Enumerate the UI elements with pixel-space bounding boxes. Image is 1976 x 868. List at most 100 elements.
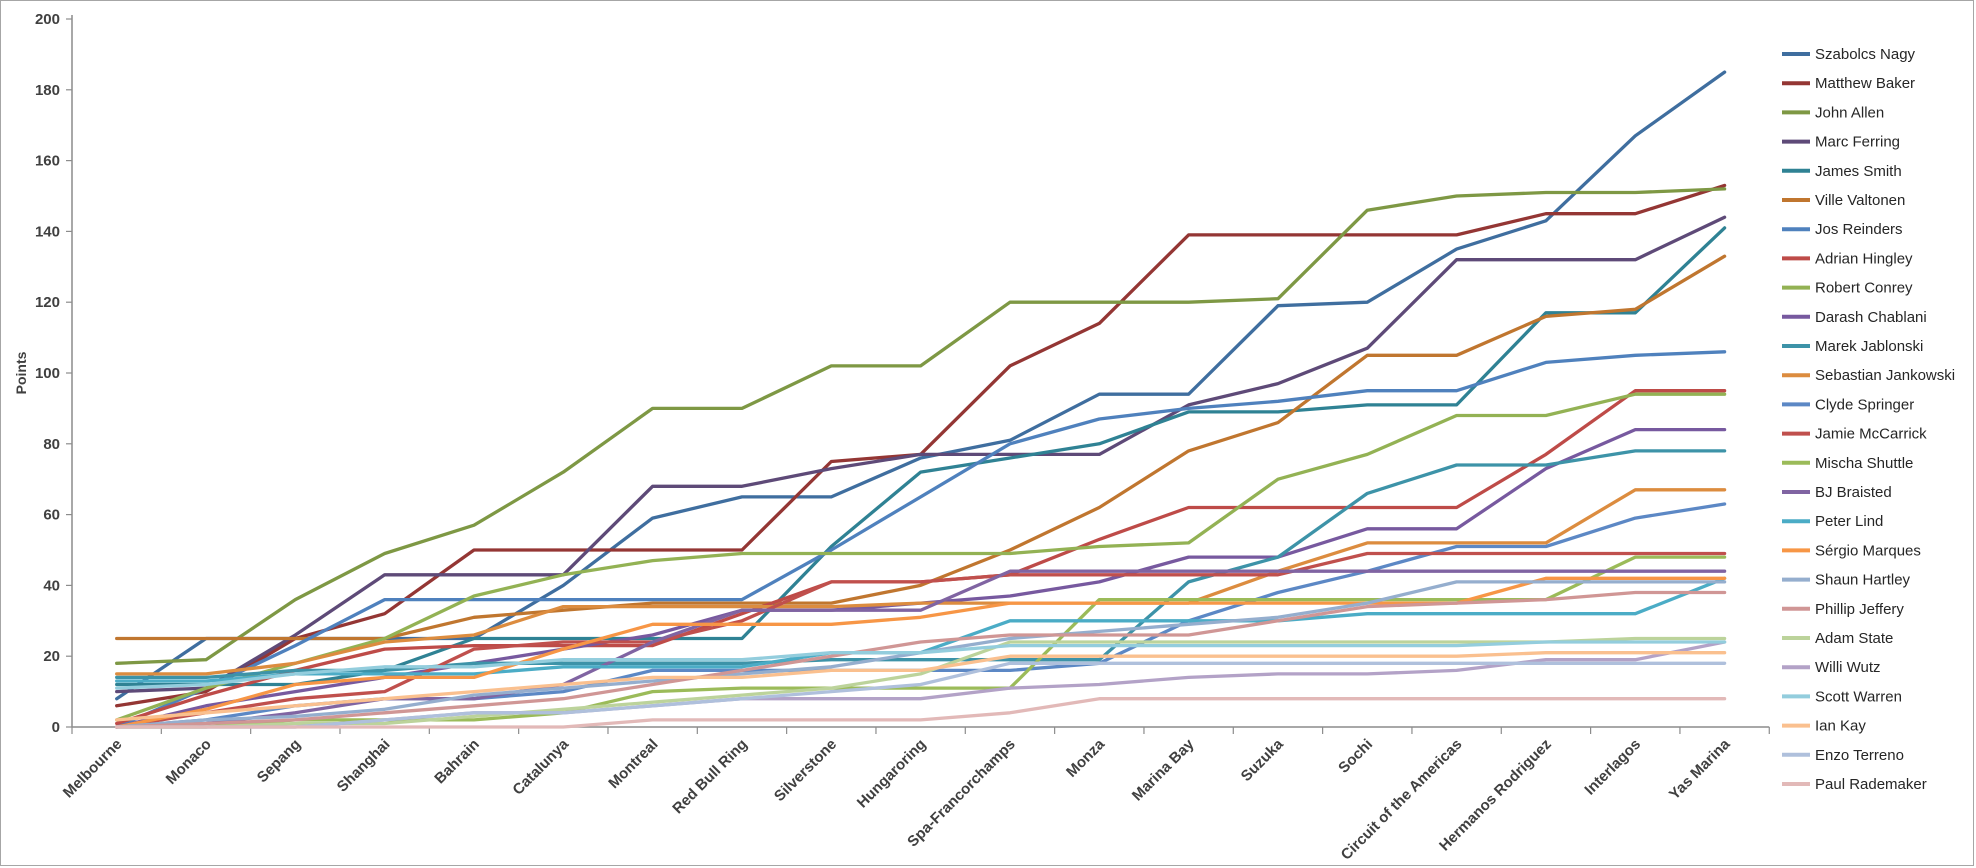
x-category-label: Hungaroring (854, 736, 930, 812)
legend-label: Shaun Hartley (1815, 572, 1911, 589)
legend-label: Szabolcs Nagy (1815, 46, 1916, 63)
series-line-paul-rademaker (115, 697, 1727, 729)
series-line-john-allen (115, 187, 1727, 665)
y-tick-label: 200 (35, 11, 60, 28)
legend-item-john-allen: John Allen (1782, 104, 1884, 121)
legend-item-szabolcs-nagy: Szabolcs Nagy (1782, 46, 1916, 63)
y-axis: 0 20 40 60 80 100 120 140 160 180 200 Points (13, 11, 73, 736)
x-category-label: Sepang (254, 736, 304, 786)
x-category-label: Interlagos (1581, 736, 1644, 799)
legend-label: Ville Valtonen (1815, 192, 1905, 209)
y-tick-label: 40 (43, 577, 60, 594)
legend-label: Enzo Terreno (1815, 747, 1904, 764)
y-tick-label: 140 (35, 223, 60, 240)
y-axis-title: Points (13, 351, 29, 394)
x-category-label: Yas Marina (1666, 735, 1734, 803)
x-category-label: Melbourne (60, 736, 126, 802)
legend-item-marek-jablonski: Marek Jablonski (1782, 338, 1923, 355)
x-category-label: Red Bull Ring (669, 736, 751, 818)
legend-item-sebastian-jankowski: Sebastian Jankowski (1782, 367, 1955, 384)
legend-label: James Smith (1815, 163, 1902, 180)
y-tick-label: 0 (52, 719, 60, 736)
legend-label: Jamie McCarrick (1815, 426, 1927, 443)
series-line-marc-ferring (115, 215, 1727, 694)
legend-label: Matthew Baker (1815, 75, 1915, 92)
legend-label: Mischa Shuttle (1815, 455, 1913, 472)
plot-series (115, 70, 1727, 729)
legend-item-adam-state: Adam State (1782, 630, 1893, 647)
legend-label: Adrian Hingley (1815, 250, 1913, 267)
x-category-label: Bahrain (431, 736, 483, 788)
legend-item-marc-ferring: Marc Ferring (1782, 134, 1900, 151)
legend-item-peter-lind: Peter Lind (1782, 513, 1883, 530)
series-line-robert-conrey (115, 392, 1727, 722)
y-tick-label: 60 (43, 507, 60, 524)
legend-label: Peter Lind (1815, 513, 1883, 530)
legend-label: Scott Warren (1815, 688, 1902, 705)
legend-label: Marc Ferring (1815, 134, 1900, 151)
legend-item-james-smith: James Smith (1782, 163, 1902, 180)
legend-item-mischa-shuttle: Mischa Shuttle (1782, 455, 1913, 472)
legend-label: Jos Reinders (1815, 221, 1903, 238)
legend-label: Marek Jablonski (1815, 338, 1923, 355)
y-tick-label: 160 (35, 153, 60, 170)
x-category-label: Silverstone (771, 736, 840, 805)
legend-label: Paul Rademaker (1815, 776, 1927, 793)
legend-item-sergio-marques: Sérgio Marques (1782, 542, 1921, 559)
legend-label: Adam State (1815, 630, 1893, 647)
legend-item-bj-braisted: BJ Braisted (1782, 484, 1892, 501)
legend-item-adrian-hingley: Adrian Hingley (1782, 250, 1913, 267)
legend-label: Clyde Springer (1815, 396, 1914, 413)
legend-label: Robert Conrey (1815, 280, 1913, 297)
x-category-label: Montreal (605, 736, 661, 792)
x-category-label: Monza (1063, 735, 1108, 780)
series-line-jos-reinders (115, 350, 1727, 729)
y-tick-label: 100 (35, 365, 60, 382)
legend-item-paul-rademaker: Paul Rademaker (1782, 776, 1927, 793)
legend-item-jamie-mccarrick: Jamie McCarrick (1782, 426, 1927, 443)
y-tick-label: 120 (35, 294, 60, 311)
series-line-matthew-baker (115, 183, 1727, 708)
x-category-label: Sochi (1335, 736, 1376, 777)
legend-item-enzo-terreno: Enzo Terreno (1782, 747, 1904, 764)
legend-item-ian-kay: Ian Kay (1782, 718, 1866, 735)
x-category-label: Suzuka (1238, 735, 1288, 785)
legend-label: Willi Wutz (1815, 659, 1881, 676)
legend-label: Phillip Jeffery (1815, 601, 1904, 618)
series-line-darash-chablani (115, 427, 1727, 729)
legend-item-scott-warren: Scott Warren (1782, 688, 1902, 705)
x-category-label: Shanghai (334, 736, 394, 796)
legend-label: BJ Braisted (1815, 484, 1892, 501)
series-line-scott-warren (115, 640, 1727, 690)
legend-label: Sérgio Marques (1815, 542, 1921, 559)
legend-item-matthew-baker: Matthew Baker (1782, 75, 1915, 92)
series-line-adam-state (115, 636, 1727, 729)
legend-item-ville-valtonen: Ville Valtonen (1782, 192, 1905, 209)
series-line-phillip-jeffery (115, 590, 1727, 729)
legend-item-darash-chablani: Darash Chablani (1782, 309, 1927, 326)
x-category-label: Monaco (163, 736, 215, 788)
x-category-label: Marina Bay (1129, 735, 1198, 804)
series-line-ian-kay (115, 651, 1727, 722)
x-axis: Melbourne Monaco Sepang Shanghai Bahrain Cata… (60, 726, 1770, 864)
legend-item-clyde-springer: Clyde Springer (1782, 396, 1914, 413)
legend-label: John Allen (1815, 104, 1884, 121)
y-tick-label: 80 (43, 436, 60, 453)
series-line-jamie-mccarrick (115, 551, 1727, 729)
legend-item-shaun-hartley: Shaun Hartley (1782, 572, 1911, 589)
series-line-sebastian-jankowski (115, 488, 1727, 676)
legend-item-robert-conrey: Robert Conrey (1782, 280, 1913, 297)
legend: Szabolcs Nagy Matthew Baker John Allen Marc… (1782, 46, 1955, 793)
series-line-enzo-terreno (115, 661, 1727, 729)
legend-label: Sebastian Jankowski (1815, 367, 1955, 384)
legend-item-willi-wutz: Willi Wutz (1782, 659, 1881, 676)
legend-label: Darash Chablani (1815, 309, 1927, 326)
legend-item-phillip-jeffery: Phillip Jeffery (1782, 601, 1904, 618)
y-tick-label: 20 (43, 648, 60, 665)
legend-item-jos-reinders: Jos Reinders (1782, 221, 1903, 238)
x-category-label: Catalunya (509, 735, 572, 798)
legend-label: Ian Kay (1815, 718, 1866, 735)
series-line-marek-jablonski (115, 449, 1727, 680)
